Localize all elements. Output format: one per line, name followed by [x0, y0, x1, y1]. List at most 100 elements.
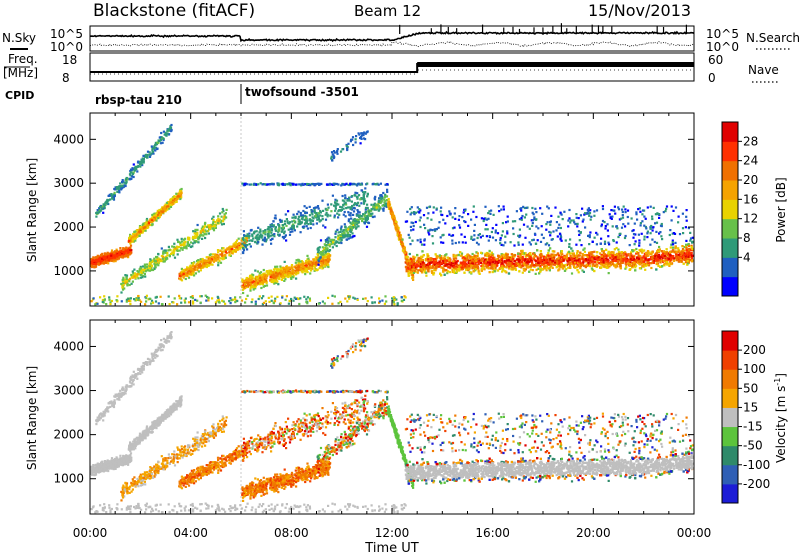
power-cell: [308, 264, 311, 267]
power-cell: [298, 268, 301, 271]
power-cell: [332, 183, 336, 186]
power-cell: [143, 226, 146, 229]
power-cell: [158, 208, 161, 212]
power-cell: [351, 232, 354, 235]
power-cell: [313, 261, 316, 264]
power-cell: [174, 247, 177, 250]
power-cell: [121, 250, 124, 254]
power-cell: [345, 207, 348, 210]
power-cell: [277, 283, 280, 286]
power-cell: [380, 198, 383, 201]
power-cell: [297, 222, 300, 226]
power-cell: [263, 280, 266, 283]
power-cell: [319, 256, 322, 259]
power-cell: [334, 182, 337, 185]
power-cell: [322, 209, 325, 212]
power-cell: [152, 152, 155, 155]
power-cell: [306, 227, 309, 230]
power-cell: [273, 282, 276, 285]
power-cell: [270, 229, 274, 232]
power-cell: [319, 214, 322, 217]
power-cell: [326, 265, 330, 268]
power-cell: [248, 279, 251, 282]
power-cell: [306, 271, 309, 274]
power-cell: [212, 260, 215, 263]
power-cell: [224, 212, 227, 215]
power-cell: [265, 276, 268, 279]
power-cell: [203, 226, 206, 229]
power-cell: [164, 258, 168, 261]
power-cell: [290, 265, 293, 268]
power-cell: [347, 183, 350, 186]
power-cell: [129, 168, 133, 171]
power-cell: [163, 249, 166, 252]
power-cell: [229, 248, 232, 251]
power-cell: [142, 265, 145, 268]
power-cell: [372, 206, 376, 209]
power-cell: [268, 229, 271, 232]
power-cell: [122, 281, 125, 285]
power-cell: [378, 206, 381, 209]
power-cell: [281, 235, 284, 239]
power-cell: [102, 211, 105, 214]
power-cell: [309, 226, 312, 230]
power-cell: [175, 245, 179, 248]
power-cell: [281, 224, 285, 227]
power-cell: [300, 266, 303, 269]
power-cell: [261, 243, 264, 246]
power-cell: [349, 214, 352, 217]
power-cell: [122, 276, 125, 279]
power-cell: [249, 274, 252, 277]
power-cell: [180, 267, 183, 270]
power-cell: [354, 227, 358, 230]
power-cell: [335, 244, 338, 248]
power-cell: [360, 189, 364, 192]
power-cell: [350, 208, 353, 211]
power-cell: [194, 235, 197, 238]
power-cell: [143, 265, 147, 268]
power-cell: [303, 218, 307, 222]
power-cell: [99, 256, 102, 259]
power-cell: [222, 220, 225, 223]
power-cell: [308, 219, 311, 222]
power-cell: [347, 220, 350, 223]
power-cell: [339, 234, 342, 237]
power-cell: [344, 225, 347, 228]
power-cell: [299, 231, 302, 234]
power-cell: [337, 209, 340, 213]
power-cell: [362, 196, 365, 199]
power-cell: [183, 274, 186, 277]
power-cell: [116, 258, 119, 261]
power-cell: [139, 276, 142, 279]
power-cell: [296, 225, 299, 228]
power-cell: [199, 258, 202, 261]
power-cell: [114, 258, 117, 261]
power-cell: [274, 214, 277, 217]
power-cell: [99, 209, 102, 212]
power-cell: [162, 260, 165, 263]
power-cell: [366, 130, 369, 133]
power-cell: [128, 253, 131, 256]
power-cell: [244, 246, 248, 249]
power-cell: [279, 270, 282, 273]
power-cell: [321, 215, 324, 218]
power-cell: [169, 126, 173, 129]
power-cell: [245, 284, 248, 288]
power-cell: [276, 270, 279, 273]
power-cell: [362, 194, 365, 197]
power-cell: [331, 194, 334, 197]
power-cell: [270, 242, 273, 245]
power-cell: [242, 230, 245, 233]
power-cell: [113, 250, 117, 253]
power-cell: [319, 219, 323, 222]
power-cell: [229, 250, 232, 253]
power-cell: [110, 254, 113, 257]
power-cell: [384, 199, 387, 202]
power-cell: [146, 224, 149, 227]
power-cell: [277, 274, 280, 277]
power-cell: [344, 194, 347, 197]
power-cell: [340, 206, 343, 209]
power-cell: [337, 241, 340, 244]
power-cell: [194, 272, 197, 275]
power-cell: [367, 213, 370, 216]
